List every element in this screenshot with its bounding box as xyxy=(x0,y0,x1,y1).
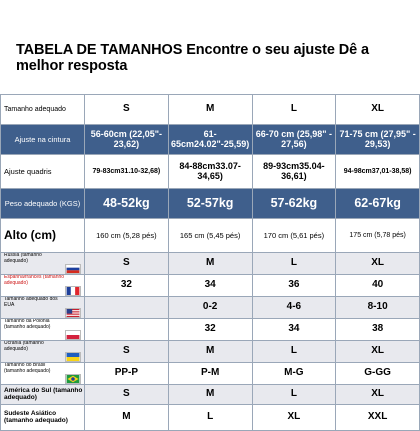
cell-alto-s: 160 cm (5,28 pés) xyxy=(84,218,169,253)
usa-flag-icon xyxy=(65,308,81,318)
table-row-ucrania: Ucrânia (tamanho adequado) S M L XL xyxy=(0,340,420,363)
row-label-cintura: Ajuste na cintura xyxy=(0,124,85,155)
table-row-eua: Tamanho adequado dos EUA 0-2 4-6 8-10 xyxy=(0,296,420,319)
cell-polonia-s xyxy=(84,318,169,341)
row-label-polonia: Tamanho da Polônia (tamanho adequado) xyxy=(4,318,51,330)
cell-ucrania-m: M xyxy=(167,340,253,363)
cell-america-s: S xyxy=(84,384,169,405)
cell-quadris-m: 84-88cm33.07-34,65) xyxy=(167,154,253,189)
table-row-quadris: Ajuste quadris 79-83cm31.10-32,68) 84-88… xyxy=(0,154,420,189)
cell-eua-xl: 8-10 xyxy=(335,296,420,319)
cell-eua-l: 4-6 xyxy=(251,296,337,319)
cell-eua-s xyxy=(84,296,169,319)
size-header-l: L xyxy=(251,94,337,125)
row-label-america-do-sul: América do Sul (tamanho adequado) xyxy=(0,384,85,405)
size-table: Tamanho adequado S M L XL Ajuste na cint… xyxy=(0,94,420,431)
table-row-espanha: Espanha/francês (tamanho adequado) 32 34… xyxy=(0,274,420,297)
cell-sudeste-s: M xyxy=(84,404,169,431)
table-row-america-do-sul: América do Sul (tamanho adequado) S M L … xyxy=(0,384,420,405)
cell-quadris-xl: 94-98cm37,01-38,58) xyxy=(335,154,420,189)
cell-peso-l: 57-62kg xyxy=(251,188,337,219)
cell-america-m: M xyxy=(167,384,253,405)
cell-espanha-m: 34 xyxy=(167,274,253,297)
cell-brasil-xl: G-GG xyxy=(335,362,420,385)
poland-flag-icon xyxy=(65,330,81,340)
size-header-s: S xyxy=(84,94,169,125)
cell-espanha-s: 32 xyxy=(84,274,169,297)
cell-brasil-l: M-G xyxy=(251,362,337,385)
cell-russia-m: M xyxy=(167,252,253,275)
cell-quadris-s: 79-83cm31.10-32,68) xyxy=(84,154,169,189)
table-row-sudeste-asiatico: Sudeste Asiático (tamanho adequado) M L … xyxy=(0,404,420,431)
cell-sudeste-xl: XXL xyxy=(335,404,420,431)
table-row-polonia: Tamanho da Polônia (tamanho adequado) 32… xyxy=(0,318,420,341)
cell-alto-m: 165 cm (5,45 pés) xyxy=(167,218,253,253)
cell-quadris-l: 89-93cm35.04-36,61) xyxy=(251,154,337,189)
ukraine-flag-icon xyxy=(65,352,81,362)
cell-ucrania-l: L xyxy=(251,340,337,363)
row-label-russia: Rússia (tamanho adequado) xyxy=(4,252,42,264)
size-header-xl: XL xyxy=(335,94,420,125)
cell-cintura-l: 66-70 cm (25,98" - 27,56) xyxy=(251,124,337,155)
header-label: Tamanho adequado xyxy=(0,94,85,125)
table-row-brasil: Tamanho do Brasil (tamanho adequado) PP-… xyxy=(0,362,420,385)
cell-polonia-xl: 38 xyxy=(335,318,420,341)
cell-cintura-s: 56-60cm (22,05"- 23,62) xyxy=(84,124,169,155)
cell-cintura-m: 61-65cm24.02"-25,59) xyxy=(167,124,253,155)
cell-eua-m: 0-2 xyxy=(167,296,253,319)
page-title: TABELA DE TAMANHOS Encontre o seu ajuste… xyxy=(16,42,369,74)
cell-america-xl: XL xyxy=(335,384,420,405)
row-label-ucrania: Ucrânia (tamanho adequado) xyxy=(4,340,44,352)
row-label-alto: Alto (cm) xyxy=(0,218,85,253)
row-label-eua: Tamanho adequado dos EUA xyxy=(4,296,58,308)
table-row-alto: Alto (cm) 160 cm (5,28 pés) 165 cm (5,45… xyxy=(0,218,420,253)
cell-ucrania-xl: XL xyxy=(335,340,420,363)
cell-russia-s: S xyxy=(84,252,169,275)
cell-peso-m: 52-57kg xyxy=(167,188,253,219)
cell-peso-xl: 62-67kg xyxy=(335,188,420,219)
cell-sudeste-m: L xyxy=(167,404,253,431)
cell-sudeste-l: XL xyxy=(251,404,337,431)
row-label-brasil: Tamanho do Brasil (tamanho adequado) xyxy=(4,362,51,374)
cell-america-l: L xyxy=(251,384,337,405)
cell-russia-l: L xyxy=(251,252,337,275)
cell-peso-s: 48-52kg xyxy=(84,188,169,219)
table-row-peso: Peso adequado (KGS) 48-52kg 52-57kg 57-6… xyxy=(0,188,420,219)
cell-polonia-m: 32 xyxy=(167,318,253,341)
row-label-peso: Peso adequado (KGS) xyxy=(0,188,85,219)
cell-espanha-l: 36 xyxy=(251,274,337,297)
russia-flag-icon xyxy=(65,264,81,274)
cell-brasil-m: P-M xyxy=(167,362,253,385)
table-header-row: Tamanho adequado S M L XL xyxy=(0,94,420,125)
row-label-sudeste-asiatico: Sudeste Asiático (tamanho adequado) xyxy=(0,404,85,431)
cell-brasil-s: PP-P xyxy=(84,362,169,385)
brazil-flag-icon xyxy=(65,374,81,384)
cell-polonia-l: 34 xyxy=(251,318,337,341)
cell-russia-xl: XL xyxy=(335,252,420,275)
row-label-espanha: Espanha/francês (tamanho adequado) xyxy=(4,274,65,286)
size-header-m: M xyxy=(167,94,253,125)
row-label-quadris: Ajuste quadris xyxy=(0,154,85,189)
cell-cintura-xl: 71-75 cm (27,95" - 29,53) xyxy=(335,124,420,155)
table-row-russia: Rússia (tamanho adequado) S M L XL xyxy=(0,252,420,275)
cell-espanha-xl: 40 xyxy=(335,274,420,297)
table-row-cintura: Ajuste na cintura 56-60cm (22,05"- 23,62… xyxy=(0,124,420,155)
france-flag-icon xyxy=(65,286,81,296)
cell-ucrania-s: S xyxy=(84,340,169,363)
cell-alto-l: 170 cm (5,61 pés) xyxy=(251,218,337,253)
cell-alto-xl: 175 cm (5,78 pés) xyxy=(335,218,420,253)
